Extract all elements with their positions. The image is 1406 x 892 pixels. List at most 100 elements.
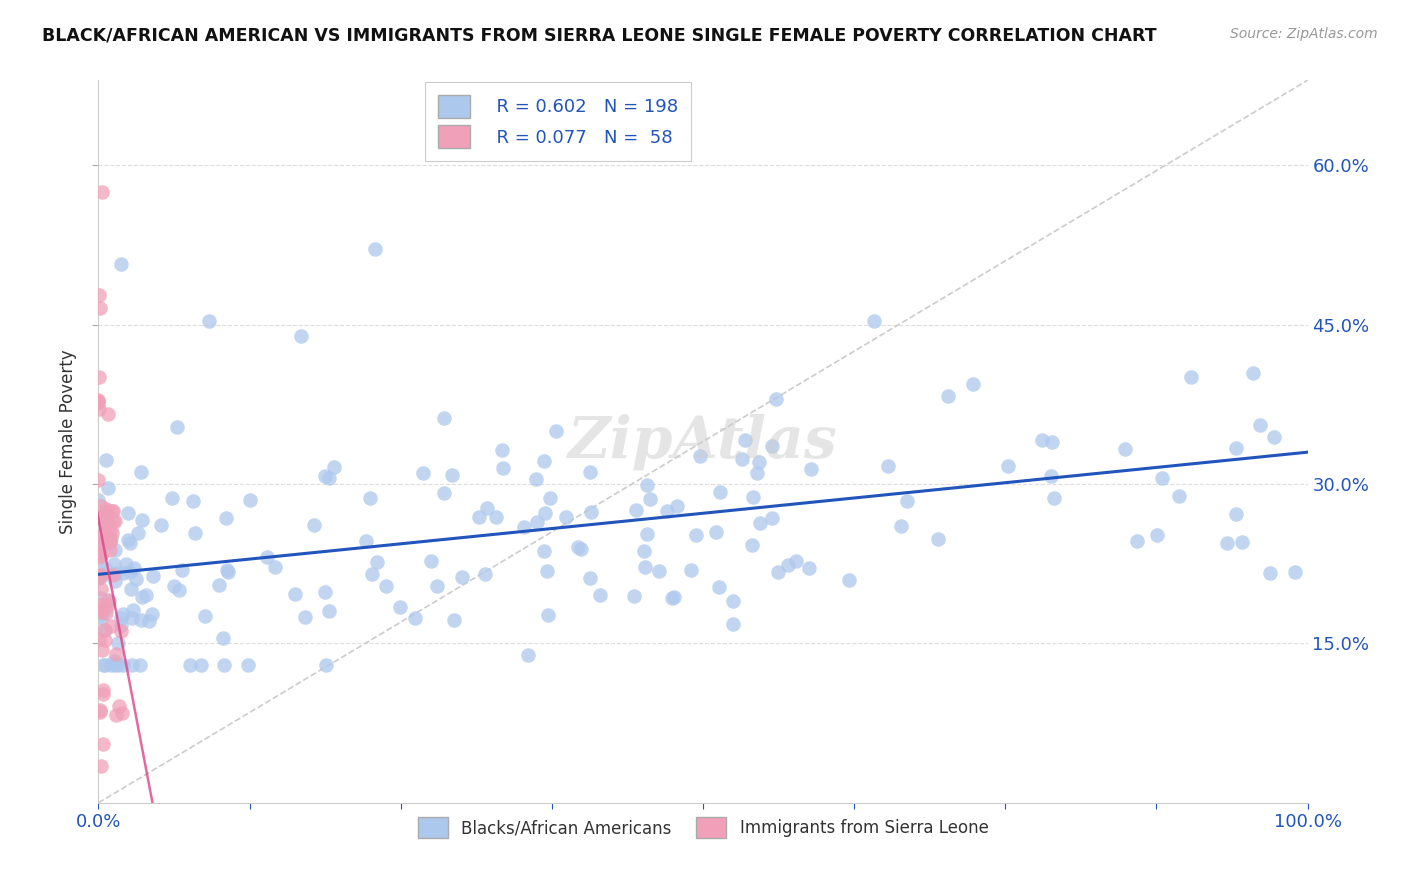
- Point: [236, 657, 259, 672]
- Point: [87, 632, 110, 646]
- Point: [1249, 418, 1271, 433]
- Point: [105, 566, 128, 581]
- Point: [100, 532, 122, 546]
- Point: [90, 570, 112, 584]
- Point: [1040, 468, 1063, 483]
- Point: [721, 616, 744, 631]
- Point: [194, 609, 217, 624]
- Point: [238, 493, 260, 508]
- Point: [89, 509, 111, 524]
- Point: [217, 566, 239, 580]
- Point: [723, 594, 745, 608]
- Point: [314, 585, 336, 599]
- Point: [283, 587, 305, 601]
- Point: [179, 657, 201, 672]
- Point: [107, 657, 129, 672]
- Point: [118, 566, 141, 580]
- Point: [318, 604, 340, 618]
- Point: [389, 599, 412, 614]
- Point: [87, 395, 110, 409]
- Point: [1263, 429, 1285, 443]
- Point: [90, 605, 112, 619]
- Point: [101, 504, 124, 518]
- Point: [166, 420, 188, 434]
- Point: [90, 541, 112, 556]
- Point: [475, 501, 498, 516]
- Point: [87, 571, 110, 585]
- Point: [127, 526, 149, 541]
- Point: [747, 454, 769, 468]
- Point: [526, 472, 548, 486]
- Point: [87, 393, 110, 408]
- Point: [778, 558, 800, 572]
- Point: [96, 536, 118, 550]
- Point: [440, 468, 463, 483]
- Point: [110, 706, 132, 720]
- Point: [294, 609, 316, 624]
- Point: [91, 185, 114, 199]
- Point: [142, 568, 165, 582]
- Point: [578, 571, 600, 585]
- Point: [517, 648, 540, 662]
- Point: [799, 461, 821, 475]
- Point: [94, 602, 117, 616]
- Point: [766, 566, 789, 580]
- Point: [110, 624, 132, 638]
- Point: [731, 452, 754, 467]
- Point: [432, 486, 454, 500]
- Point: [1150, 471, 1173, 485]
- Point: [94, 623, 117, 637]
- Point: [704, 524, 727, 539]
- Point: [94, 561, 117, 575]
- Point: [578, 466, 600, 480]
- Point: [87, 557, 110, 571]
- Point: [190, 657, 212, 672]
- Point: [91, 737, 114, 751]
- Point: [426, 579, 449, 593]
- Point: [97, 408, 120, 422]
- Point: [138, 614, 160, 628]
- Y-axis label: Single Female Poverty: Single Female Poverty: [59, 350, 77, 533]
- Point: [636, 478, 658, 492]
- Point: [89, 402, 111, 417]
- Point: [215, 563, 238, 577]
- Point: [661, 591, 683, 606]
- Point: [93, 632, 115, 647]
- Legend: Blacks/African Americans, Immigrants from Sierra Leone: Blacks/African Americans, Immigrants fro…: [411, 810, 995, 845]
- Point: [544, 424, 567, 438]
- Point: [114, 557, 136, 571]
- Point: [571, 541, 593, 556]
- Point: [141, 607, 163, 621]
- Point: [124, 572, 146, 586]
- Point: [198, 314, 221, 328]
- Text: BLACK/AFRICAN AMERICAN VS IMMIGRANTS FROM SIERRA LEONE SINGLE FEMALE POVERTY COR: BLACK/AFRICAN AMERICAN VS IMMIGRANTS FRO…: [42, 27, 1157, 45]
- Point: [94, 533, 117, 548]
- Point: [110, 257, 132, 271]
- Point: [838, 573, 860, 587]
- Point: [87, 546, 110, 560]
- Point: [87, 473, 110, 487]
- Point: [87, 394, 110, 409]
- Text: Source: ZipAtlas.com: Source: ZipAtlas.com: [1230, 27, 1378, 41]
- Point: [96, 530, 118, 544]
- Point: [87, 492, 110, 507]
- Point: [640, 491, 662, 506]
- Point: [87, 517, 110, 532]
- Point: [877, 459, 900, 474]
- Point: [129, 657, 152, 672]
- Point: [98, 542, 121, 557]
- Point: [412, 467, 434, 481]
- Point: [302, 517, 325, 532]
- Point: [433, 411, 456, 425]
- Point: [1241, 366, 1264, 380]
- Point: [1031, 433, 1053, 447]
- Point: [96, 523, 118, 537]
- Point: [761, 511, 783, 525]
- Point: [117, 506, 139, 520]
- Point: [1225, 507, 1247, 521]
- Point: [90, 610, 112, 624]
- Point: [375, 579, 398, 593]
- Point: [927, 533, 949, 547]
- Point: [89, 703, 111, 717]
- Point: [419, 553, 441, 567]
